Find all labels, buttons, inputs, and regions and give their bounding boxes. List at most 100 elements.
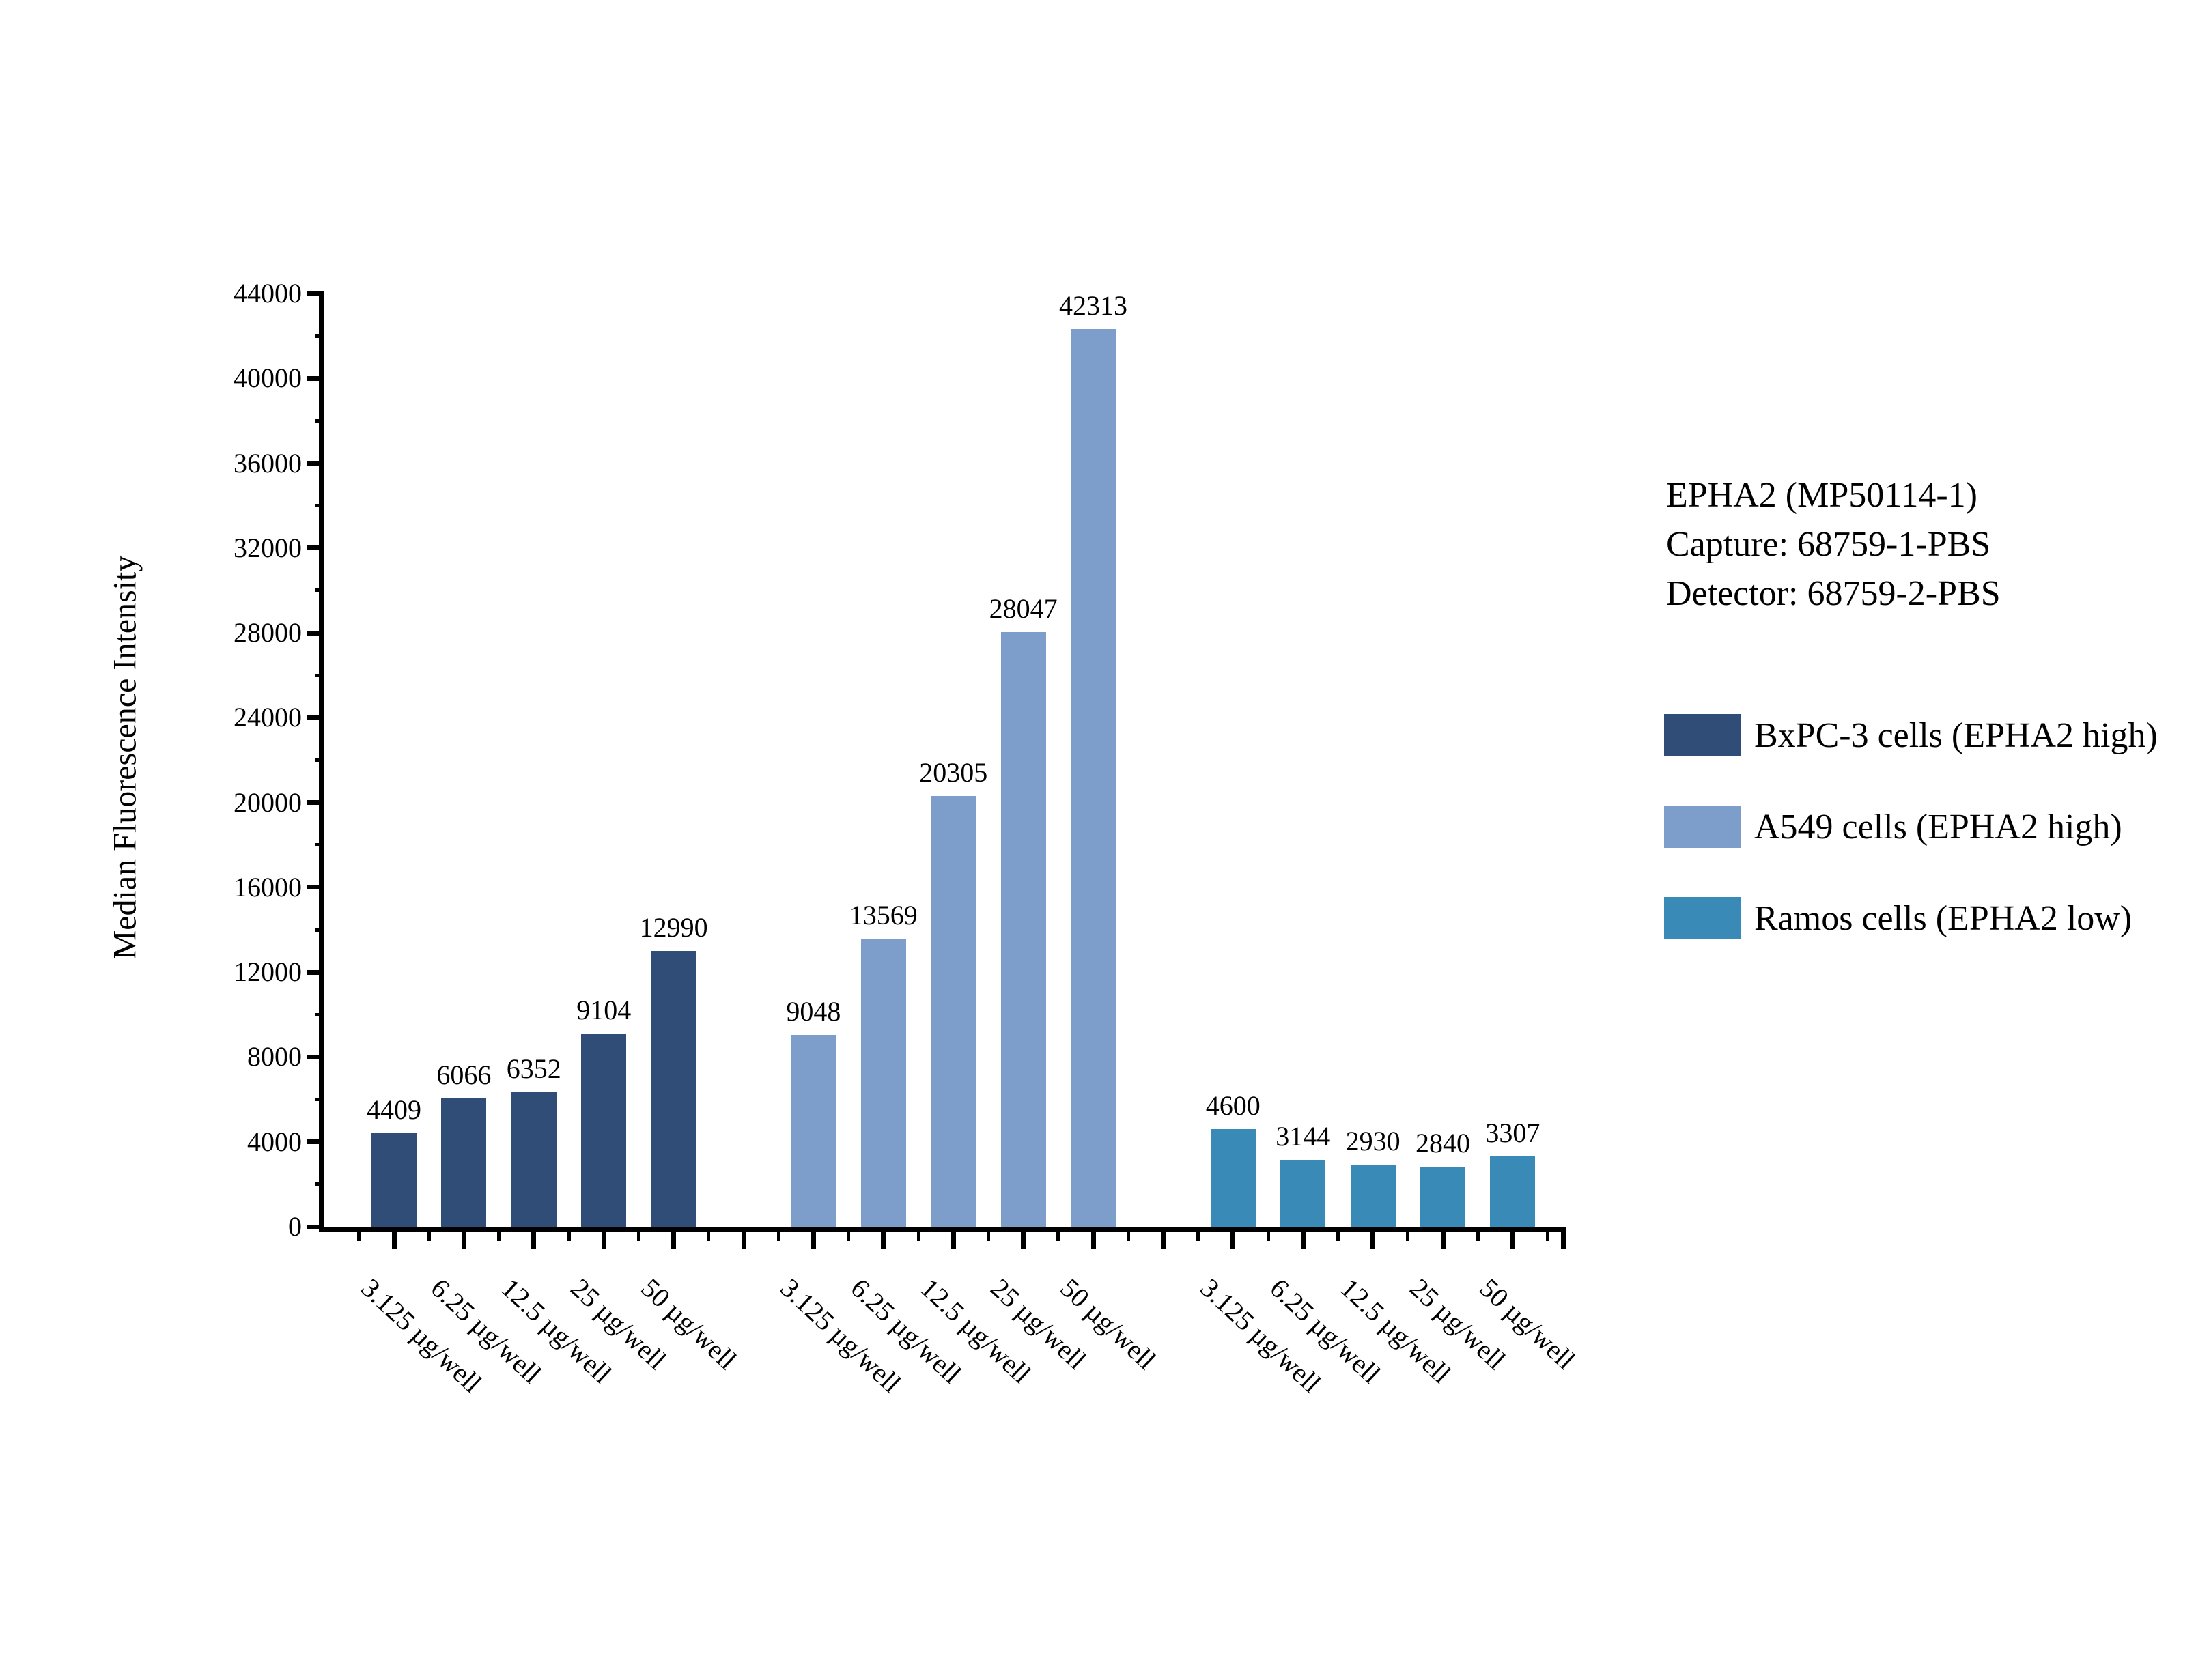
y-tick-label: 44000 bbox=[234, 278, 302, 309]
x-major-tick bbox=[1090, 1229, 1096, 1249]
bar bbox=[371, 1133, 417, 1227]
bar-value-label: 20305 bbox=[919, 757, 988, 788]
y-minor-tick bbox=[315, 504, 324, 508]
y-major-tick bbox=[307, 800, 324, 806]
bar bbox=[651, 951, 696, 1227]
annotation-line: Detector: 68759-2-PBS bbox=[1666, 573, 2001, 613]
bar bbox=[791, 1034, 836, 1227]
bar-value-label: 2840 bbox=[1416, 1127, 1470, 1158]
bar bbox=[1420, 1166, 1465, 1227]
x-minor-tick bbox=[1336, 1229, 1340, 1241]
y-major-tick bbox=[307, 461, 324, 466]
y-minor-tick bbox=[315, 928, 324, 932]
legend-item: A549 cells (EPHA2 high) bbox=[1664, 806, 2158, 848]
bar-value-label: 12990 bbox=[639, 912, 708, 943]
x-minor-tick bbox=[707, 1229, 711, 1241]
y-minor-tick bbox=[315, 1012, 324, 1016]
y-minor-tick bbox=[315, 1182, 324, 1186]
x-minor-tick bbox=[497, 1229, 501, 1241]
x-minor-tick bbox=[776, 1229, 780, 1241]
legend-label: Ramos cells (EPHA2 low) bbox=[1754, 898, 2132, 938]
y-minor-tick bbox=[315, 1098, 324, 1102]
x-major-tick bbox=[1370, 1229, 1376, 1249]
y-major-tick bbox=[307, 1054, 324, 1059]
annotation-line: Capture: 68759-1-PBS bbox=[1666, 524, 1991, 564]
x-major-tick bbox=[1440, 1229, 1446, 1249]
y-minor-tick bbox=[315, 843, 324, 847]
x-minor-tick bbox=[1266, 1229, 1270, 1241]
bar-value-label: 9104 bbox=[576, 995, 632, 1026]
annotation-block: EPHA2 (MP50114-1) Capture: 68759-1-PBS D… bbox=[1666, 471, 2001, 618]
y-tick-label: 12000 bbox=[234, 956, 302, 988]
x-minor-tick bbox=[1126, 1229, 1130, 1241]
x-minor-tick bbox=[636, 1229, 640, 1241]
legend-item: BxPC-3 cells (EPHA2 high) bbox=[1664, 714, 2158, 756]
bar-value-label: 6066 bbox=[436, 1059, 492, 1090]
bar bbox=[860, 939, 906, 1227]
x-major-tick bbox=[1300, 1229, 1306, 1249]
bar-value-label: 6352 bbox=[506, 1053, 561, 1084]
y-tick-label: 24000 bbox=[234, 702, 302, 733]
y-major-tick bbox=[307, 545, 324, 551]
legend-item: Ramos cells (EPHA2 low) bbox=[1664, 897, 2158, 939]
legend-label: A549 cells (EPHA2 high) bbox=[1754, 807, 2122, 846]
bar-value-label: 3144 bbox=[1276, 1121, 1331, 1152]
bar bbox=[1210, 1129, 1256, 1227]
y-tick-label: 36000 bbox=[234, 447, 302, 479]
y-minor-tick bbox=[315, 334, 324, 338]
bar bbox=[1350, 1164, 1396, 1227]
bar bbox=[511, 1092, 557, 1227]
x-major-tick bbox=[1021, 1229, 1026, 1249]
y-major-tick bbox=[307, 969, 324, 975]
legend-swatch bbox=[1664, 897, 1741, 939]
x-major-tick bbox=[601, 1229, 606, 1249]
bar bbox=[1000, 631, 1046, 1227]
x-minor-tick bbox=[986, 1229, 990, 1241]
x-minor-tick bbox=[847, 1229, 851, 1241]
bar-value-label: 9048 bbox=[786, 995, 841, 1027]
bar bbox=[1490, 1156, 1536, 1227]
x-axis bbox=[319, 1227, 1566, 1232]
y-minor-tick bbox=[315, 588, 324, 593]
y-minor-tick bbox=[315, 758, 324, 762]
y-tick-label: 40000 bbox=[234, 362, 302, 394]
x-major-tick bbox=[741, 1229, 746, 1249]
y-major-tick bbox=[307, 291, 324, 296]
legend-swatch bbox=[1664, 714, 1741, 756]
x-minor-tick bbox=[1546, 1229, 1550, 1241]
y-tick-label: 28000 bbox=[234, 617, 302, 649]
bar-value-label: 3307 bbox=[1485, 1117, 1540, 1149]
x-minor-tick bbox=[1406, 1229, 1410, 1241]
y-major-tick bbox=[307, 630, 324, 636]
bar-value-label: 2930 bbox=[1345, 1125, 1400, 1156]
legend: BxPC-3 cells (EPHA2 high) A549 cells (EP… bbox=[1664, 714, 2158, 988]
y-tick-label: 8000 bbox=[247, 1041, 302, 1072]
bar bbox=[441, 1098, 487, 1227]
annotation-line: EPHA2 (MP50114-1) bbox=[1666, 476, 1977, 515]
x-axis-end-tick bbox=[1561, 1229, 1566, 1249]
legend-label: BxPC-3 cells (EPHA2 high) bbox=[1754, 715, 2158, 755]
x-minor-tick bbox=[567, 1229, 571, 1241]
x-minor-tick bbox=[1056, 1229, 1060, 1241]
y-major-tick bbox=[307, 1139, 324, 1145]
y-major-tick bbox=[307, 715, 324, 720]
x-minor-tick bbox=[427, 1229, 431, 1241]
bar bbox=[581, 1034, 627, 1227]
y-tick-label: 16000 bbox=[234, 871, 302, 902]
y-tick-label: 0 bbox=[288, 1211, 302, 1242]
x-minor-tick bbox=[1196, 1229, 1200, 1241]
bar-value-label: 4600 bbox=[1205, 1090, 1261, 1122]
legend-swatch bbox=[1664, 806, 1741, 848]
x-major-tick bbox=[531, 1229, 537, 1249]
bar bbox=[1280, 1160, 1326, 1227]
y-major-tick bbox=[307, 1224, 324, 1229]
y-minor-tick bbox=[315, 673, 324, 677]
x-minor-tick bbox=[1476, 1229, 1480, 1241]
x-major-tick bbox=[1230, 1229, 1236, 1249]
x-major-tick bbox=[461, 1229, 466, 1249]
y-tick-label: 20000 bbox=[234, 786, 302, 818]
x-major-tick bbox=[1510, 1229, 1515, 1249]
x-major-tick bbox=[1160, 1229, 1166, 1249]
x-major-tick bbox=[391, 1229, 397, 1249]
bar-value-label: 42313 bbox=[1059, 290, 1127, 322]
